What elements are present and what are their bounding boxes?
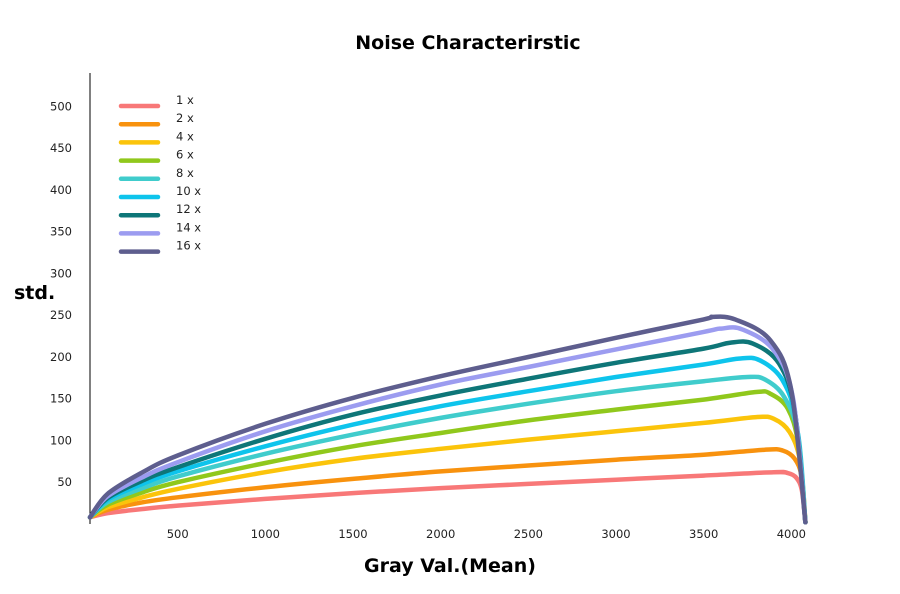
series-group bbox=[87, 314, 808, 525]
series-line-8 bbox=[87, 325, 808, 525]
x-tick-label: 3000 bbox=[601, 527, 630, 541]
y-tick-label: 50 bbox=[57, 475, 72, 489]
x-tick-label: 3500 bbox=[689, 527, 718, 541]
legend-label: 6 x bbox=[176, 148, 194, 162]
series-line-1 bbox=[87, 469, 808, 525]
legend-label: 16 x bbox=[176, 239, 201, 253]
y-tick-label: 150 bbox=[50, 392, 72, 406]
y-tick-label: 300 bbox=[50, 266, 72, 280]
legend-label: 12 x bbox=[176, 202, 201, 216]
series-line-9 bbox=[87, 314, 808, 525]
legend-label: 4 x bbox=[176, 129, 194, 143]
y-tick-label: 200 bbox=[50, 350, 72, 364]
legend-label: 2 x bbox=[176, 111, 194, 125]
y-tick-label: 250 bbox=[50, 308, 72, 322]
y-tick-label: 350 bbox=[50, 225, 72, 239]
x-axis-title: Gray Val.(Mean) bbox=[364, 555, 536, 577]
x-tick-label: 2500 bbox=[514, 527, 543, 541]
series-line-5 bbox=[87, 374, 808, 525]
legend-label: 10 x bbox=[176, 184, 201, 198]
x-tick-label: 1500 bbox=[338, 527, 367, 541]
axis-ticks: 500 1000 1500 2000 2500 3000 3500 4000 50 100 150 2… bbox=[50, 99, 806, 541]
y-tick-label: 100 bbox=[50, 433, 72, 447]
x-tick-label: 2000 bbox=[426, 527, 455, 541]
x-tick-label: 500 bbox=[167, 527, 189, 541]
y-tick-label: 400 bbox=[50, 183, 72, 197]
series-line-3 bbox=[87, 414, 808, 525]
y-tick-label: 500 bbox=[50, 99, 72, 113]
y-axis-title: std. bbox=[14, 282, 55, 304]
chart-title: Noise Characterirstic bbox=[355, 32, 580, 54]
legend-label: 1 x bbox=[176, 93, 194, 107]
x-tick-label: 4000 bbox=[777, 527, 806, 541]
legend-label: 14 x bbox=[176, 220, 201, 234]
legend-label: 8 x bbox=[176, 166, 194, 180]
y-tick-label: 450 bbox=[50, 141, 72, 155]
legend: 1 x 2 x 4 x 6 x 8 x 10 x 12 x 14 x 16 x bbox=[118, 93, 201, 254]
x-tick-label: 1000 bbox=[251, 527, 280, 541]
series-line-6 bbox=[87, 355, 808, 525]
series-line-7 bbox=[87, 339, 808, 525]
series-line-2 bbox=[87, 447, 808, 525]
series-line-4 bbox=[87, 389, 808, 525]
